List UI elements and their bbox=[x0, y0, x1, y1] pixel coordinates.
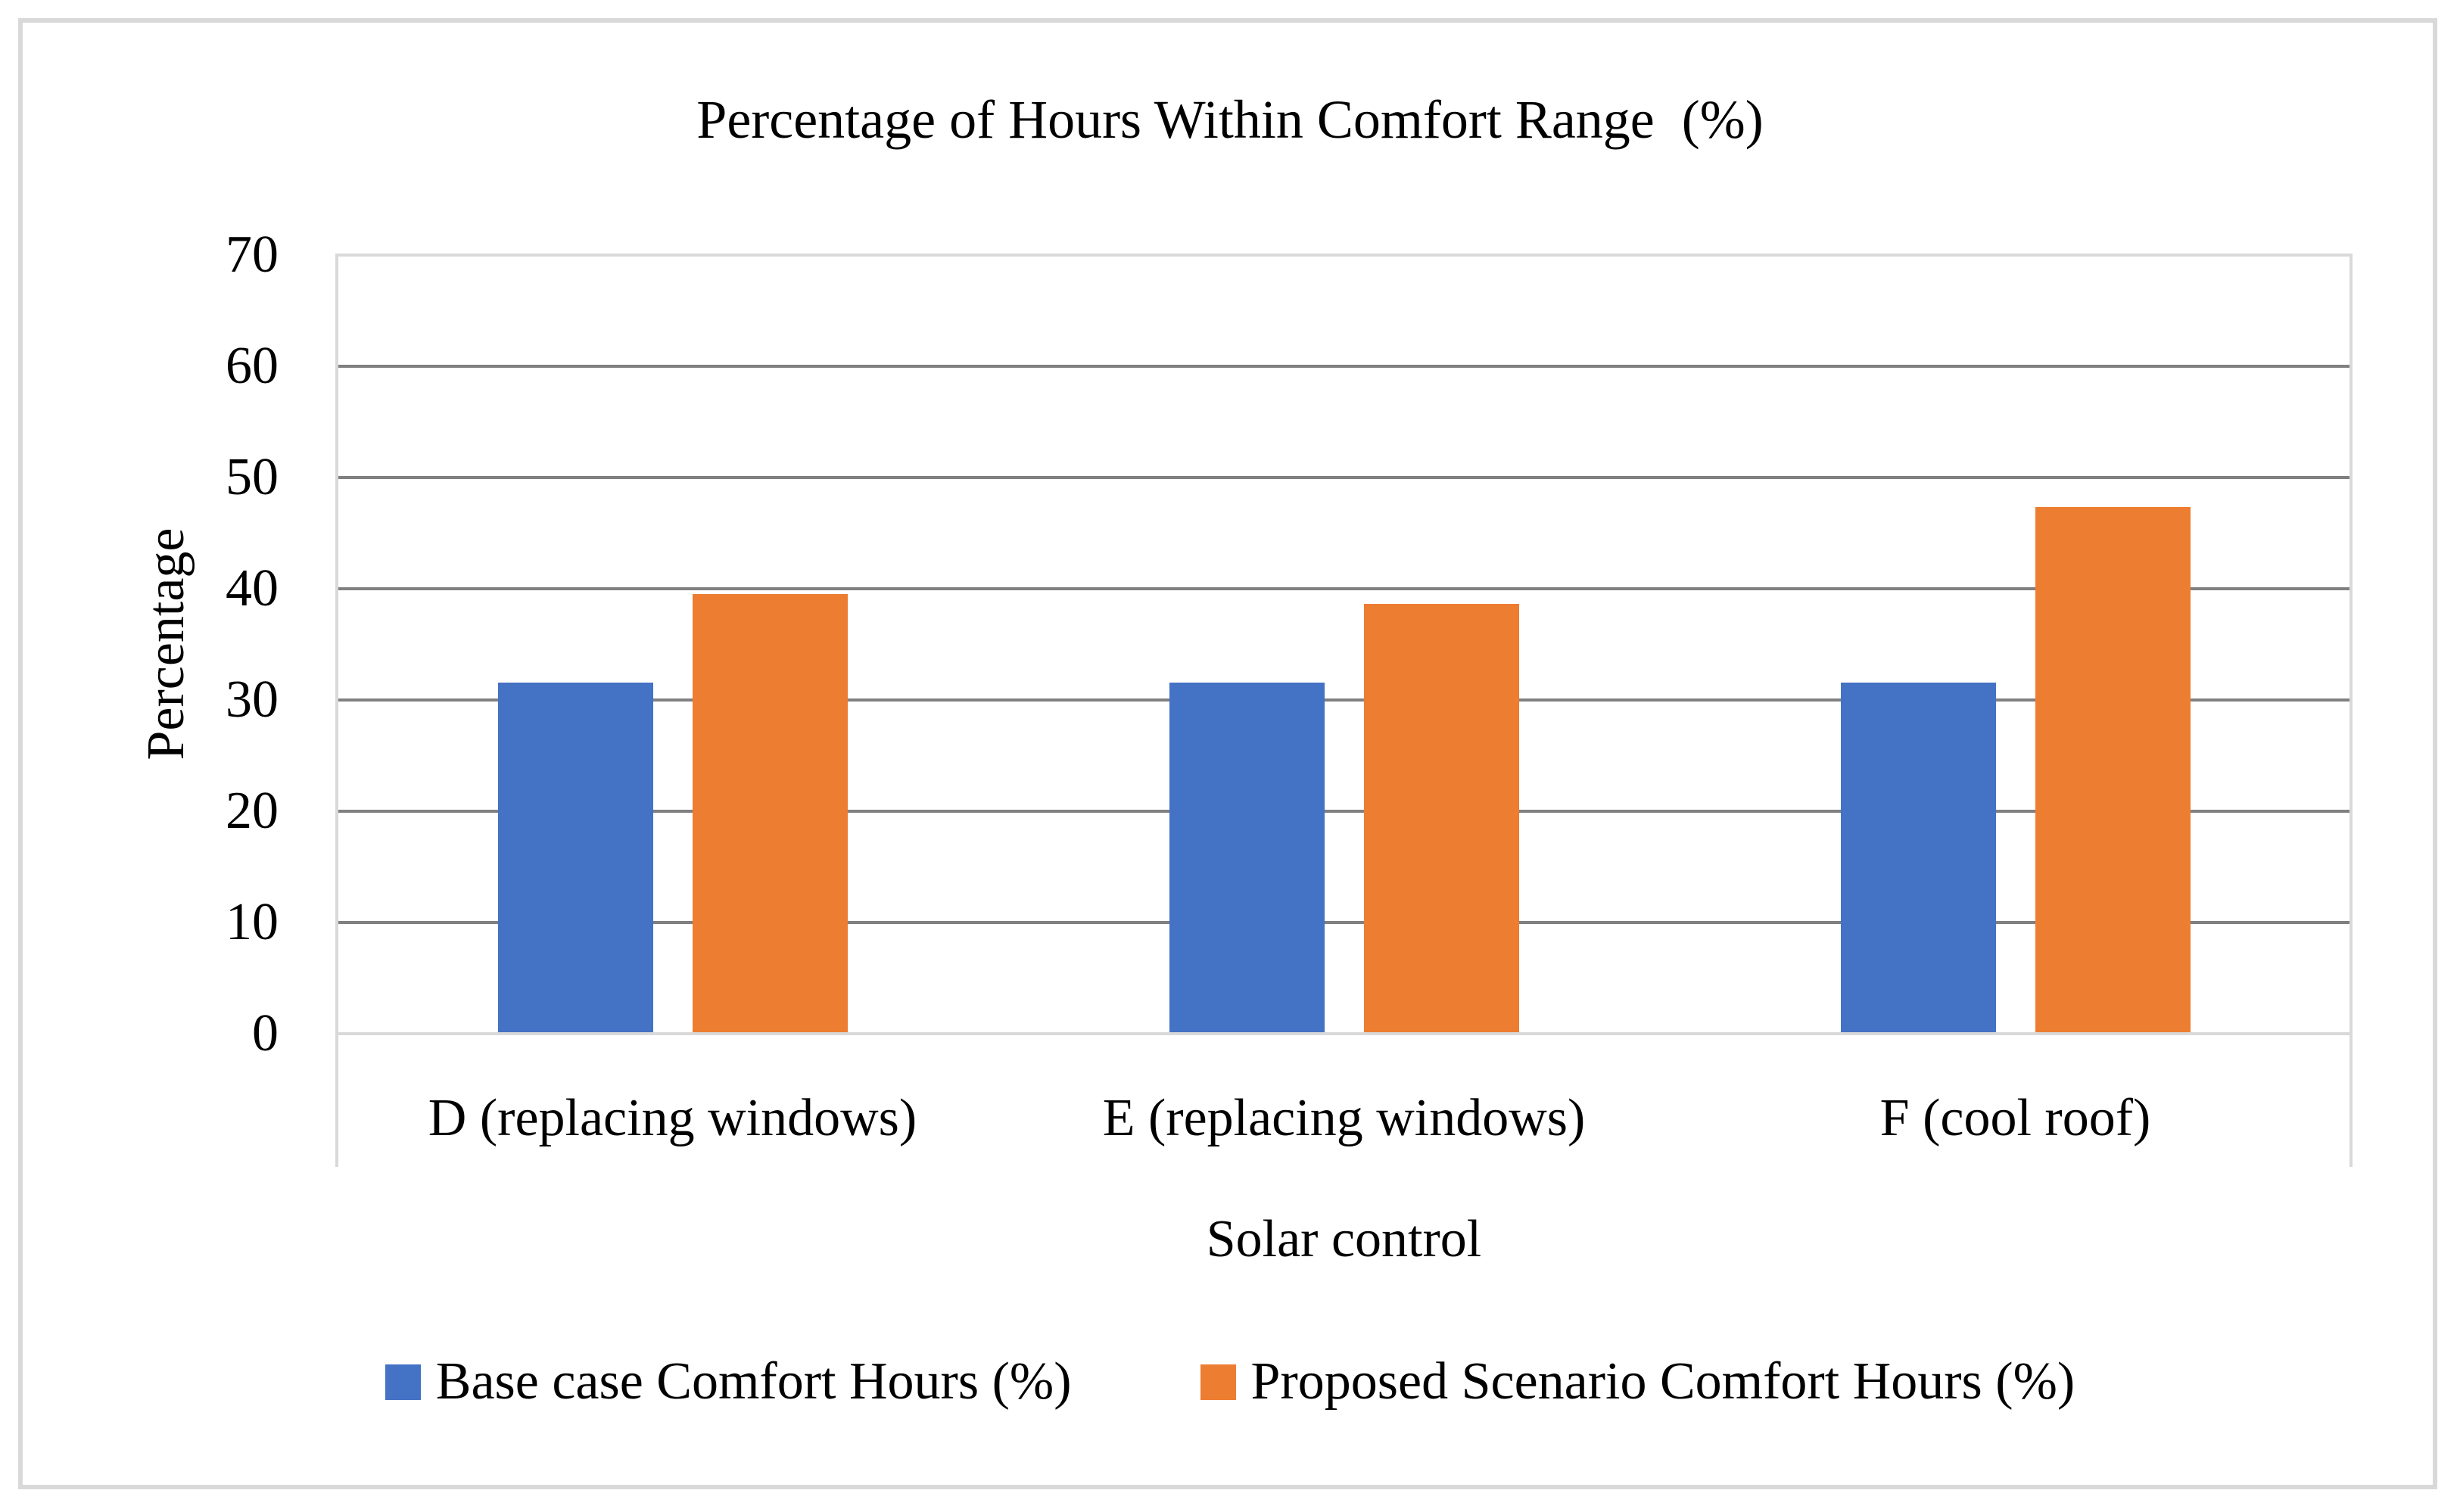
y-tick-label-10: 10 bbox=[226, 893, 279, 951]
legend-label: Proposed Scenario Comfort Hours (%) bbox=[1250, 1352, 2075, 1411]
legend-swatch-icon bbox=[1200, 1364, 1236, 1400]
gridline-10 bbox=[337, 921, 2351, 924]
x-category-label-2: E (replacing windows) bbox=[1102, 1089, 1586, 1147]
y-tick-label-30: 30 bbox=[226, 670, 279, 729]
chart-title: Percentage of Hours Within Comfort Range… bbox=[696, 89, 1764, 150]
x-axis-line bbox=[335, 1032, 2353, 1035]
plot-top-border bbox=[335, 254, 2353, 257]
x-category-label-3: F (cool roof) bbox=[1879, 1089, 2151, 1147]
y-tick-label-0: 0 bbox=[252, 1004, 279, 1062]
gridline-60 bbox=[337, 365, 2351, 368]
legend-item-2: Proposed Scenario Comfort Hours (%) bbox=[1200, 1346, 2075, 1418]
y-tick-label-40: 40 bbox=[226, 559, 279, 618]
plot-right-border bbox=[2349, 254, 2353, 1167]
y-axis-line bbox=[335, 254, 338, 1167]
bar-proposed-1 bbox=[693, 594, 848, 1032]
legend-item-1: Base case Comfort Hours (%) bbox=[385, 1346, 1072, 1418]
gridline-40 bbox=[337, 587, 2351, 590]
legend: Base case Comfort Hours (%) Proposed Scen… bbox=[23, 1346, 2437, 1418]
legend-swatch-icon bbox=[385, 1364, 421, 1400]
bar-base-3 bbox=[1841, 683, 1996, 1032]
bar-proposed-3 bbox=[2035, 507, 2191, 1032]
bar-proposed-2 bbox=[1364, 604, 1519, 1032]
gridline-20 bbox=[337, 810, 2351, 813]
y-tick-label-60: 60 bbox=[226, 337, 279, 395]
y-tick-label-50: 50 bbox=[226, 448, 279, 506]
gridline-30 bbox=[337, 698, 2351, 702]
x-category-label-1: D (replacing windows) bbox=[428, 1089, 917, 1147]
y-tick-label-70: 70 bbox=[226, 226, 279, 284]
gridline-50 bbox=[337, 476, 2351, 479]
bar-base-1 bbox=[498, 683, 653, 1032]
x-axis-title: Solar control bbox=[1206, 1210, 1482, 1268]
legend-label: Base case Comfort Hours (%) bbox=[435, 1352, 1072, 1411]
y-tick-label-20: 20 bbox=[226, 782, 279, 840]
bar-base-2 bbox=[1169, 683, 1325, 1032]
